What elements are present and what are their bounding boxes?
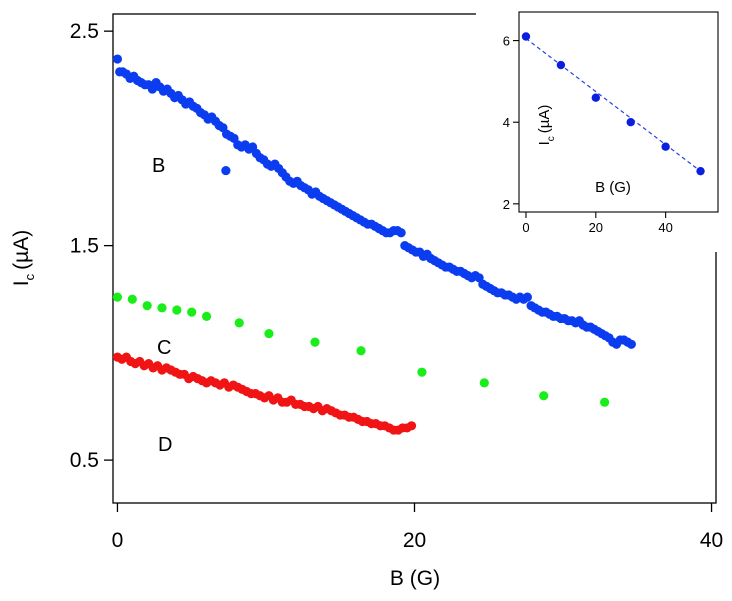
inset-data-point <box>626 118 635 127</box>
main-y-tick-label: 2.5 <box>70 20 99 43</box>
inset-plot: 0 20 40 2 4 6 B (G) Ic (µA) <box>476 0 728 252</box>
inset-y-tick-label: 4 <box>503 115 510 130</box>
inset-y-axis-label-subscript: c <box>546 136 557 141</box>
data-point-B <box>112 54 123 64</box>
inset-x-tick-label: 20 <box>589 220 603 235</box>
data-point-C <box>187 307 197 317</box>
main-x-tick-label: 20 <box>403 529 426 552</box>
main-x-tick-label: 40 <box>700 529 723 552</box>
data-point-C <box>310 337 320 347</box>
data-point-C <box>112 292 123 302</box>
main-y-axis: 0.5 1.5 2.5 <box>70 20 113 472</box>
inset-data-point <box>661 142 670 151</box>
main-series-labels: B C D <box>152 155 172 456</box>
main-y-tick-label: 1.5 <box>70 235 99 258</box>
series-label-B: B <box>152 155 165 177</box>
main-series-layer <box>112 54 636 435</box>
data-point-B <box>626 339 636 349</box>
inset-data-point <box>556 60 566 70</box>
series-label-D: D <box>158 434 172 456</box>
inset-x-tick-label: 0 <box>522 220 529 235</box>
main-y-tick-label: 0.5 <box>70 449 99 472</box>
main-x-axis: 0 20 40 <box>112 503 723 552</box>
inset-data-point <box>591 93 601 102</box>
series-C <box>112 292 610 407</box>
inset-x-tick-label: 40 <box>658 220 672 235</box>
data-point-C <box>539 391 549 401</box>
data-point-C <box>479 378 489 388</box>
main-y-axis-label-symbol: I <box>10 280 33 286</box>
data-point-C <box>600 397 610 407</box>
data-point-D <box>406 421 417 431</box>
data-point-C <box>157 303 167 313</box>
data-point-C <box>356 346 366 356</box>
inset-plot-frame <box>518 11 719 213</box>
inset-background <box>476 0 728 252</box>
svg-text:Ic(µA): Ic (µA) <box>10 230 37 286</box>
inset-y-axis-label-symbol: I <box>536 141 553 145</box>
main-x-axis-label: B (G) <box>390 567 440 590</box>
data-point-C <box>201 311 212 322</box>
svg-text:Ic(µA): Ic (µA) <box>536 105 557 146</box>
data-point-B <box>522 292 532 302</box>
inset-data-point <box>521 32 531 41</box>
data-point-C <box>234 318 244 328</box>
main-y-axis-label-subscript: c <box>22 273 37 280</box>
main-y-axis-label-unit: (µA) <box>10 230 33 270</box>
data-point-C <box>127 294 137 304</box>
inset-x-axis: 0 20 40 <box>522 212 673 235</box>
data-point-C <box>264 328 274 339</box>
inset-y-tick-label: 6 <box>503 34 510 49</box>
data-point-C <box>417 367 427 377</box>
inset-series-layer <box>521 32 705 176</box>
inset-fit-line <box>525 38 701 172</box>
main-x-tick-label: 0 <box>112 529 124 552</box>
series-B <box>112 54 636 349</box>
data-point-C <box>172 305 182 315</box>
data-point-C <box>142 301 152 311</box>
main-plot: 0 20 40 0.51.52.5 BCD B (G) Ic(µA) <box>10 13 723 590</box>
data-point-B <box>396 228 406 238</box>
inset-y-axis-label-unit: (µA) <box>536 105 553 134</box>
inset-x-axis-label: B (G) <box>595 179 631 196</box>
series-label-C: C <box>157 337 171 359</box>
inset-y-tick-label: 2 <box>503 197 510 212</box>
data-point-B <box>221 165 231 176</box>
main-y-axis-label: Ic (µA) <box>10 230 37 286</box>
inset-data-point <box>696 166 705 176</box>
inset-y-axis-label: Ic (µA) <box>536 105 557 146</box>
inset-y-axis: 2 4 6 <box>503 34 519 212</box>
series-D <box>112 352 417 435</box>
